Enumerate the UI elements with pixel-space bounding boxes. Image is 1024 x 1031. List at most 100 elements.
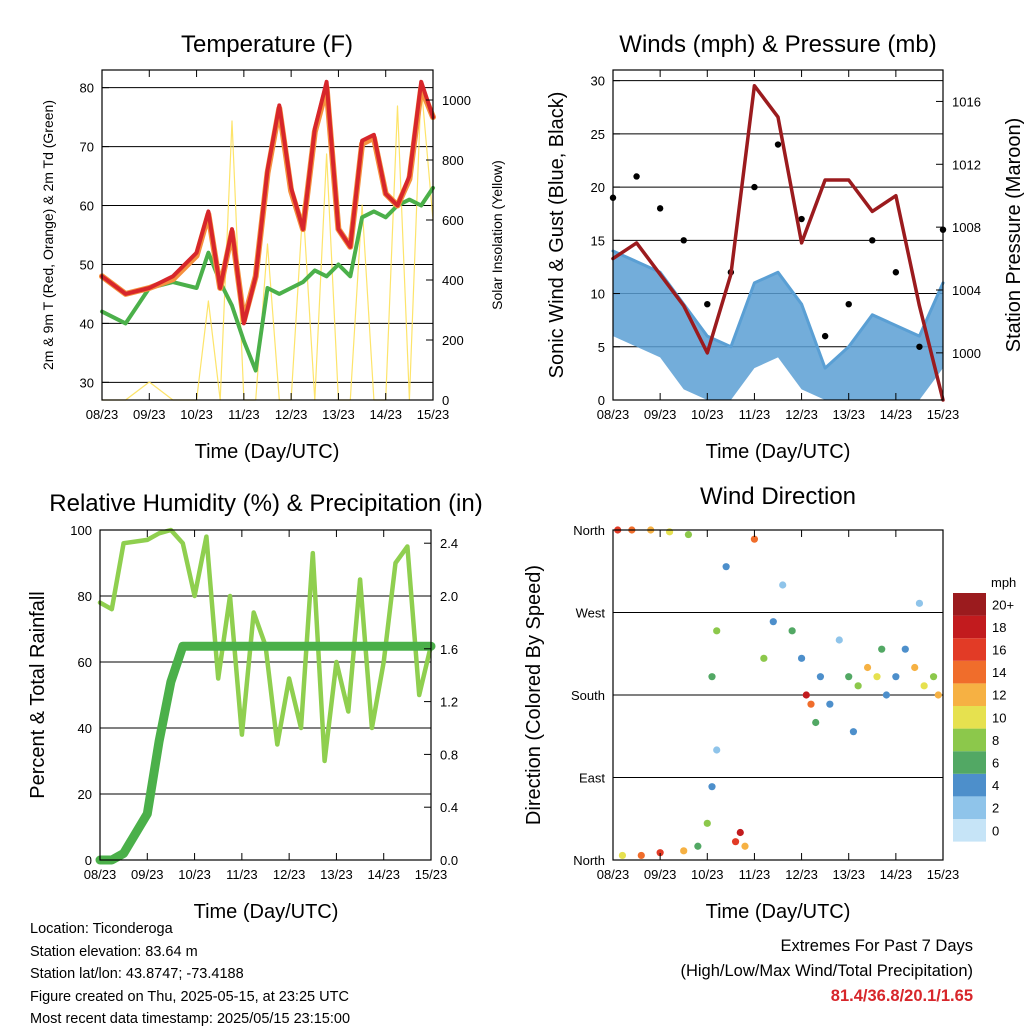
pressure-y2-tick-label: 1016: [952, 94, 981, 109]
solar-y2-tick-label: 600: [442, 213, 464, 228]
temp-2m-line: [100, 79, 435, 326]
precip-y2-tick-label: 2.4: [440, 536, 458, 551]
legend-label: 8: [992, 733, 999, 748]
winds-y-tick-label: 15: [591, 233, 605, 248]
humidity-x-tick-label: 15/23: [415, 867, 448, 882]
direction-title: Wind Direction: [700, 483, 856, 510]
humidity-x-tick-label: 11/23: [226, 867, 258, 882]
humidity-line: [97, 527, 434, 764]
gust-point: [869, 237, 876, 244]
direction-point: [736, 828, 744, 837]
direction-point: [920, 682, 928, 690]
temperature-y-label: 2m & 9m T (Red, Orange) & 2m Td (Green): [40, 100, 56, 370]
direction-x-label: Time (Day/UTC): [706, 901, 851, 923]
winds-title: Winds (mph) & Pressure (mb): [619, 31, 936, 58]
winds-x-tick-label: 12/23: [785, 407, 818, 422]
precip-y2-tick-label: 0.0: [440, 853, 458, 868]
direction-point: [901, 645, 909, 653]
humidity-y-tick-label: 60: [78, 655, 92, 670]
direction-point: [911, 663, 919, 672]
precip-y2-tick-label: 2.0: [440, 589, 458, 604]
precip-y2-tick-label: 1.6: [440, 642, 458, 657]
direction-point: [934, 691, 942, 699]
direction-point: [760, 654, 768, 662]
legend-swatch: [953, 593, 986, 616]
direction-point: [722, 563, 730, 571]
humidity-x-tick-label: 14/23: [367, 867, 400, 882]
gust-point: [892, 269, 900, 276]
pressure-y2-tick-label: 1012: [952, 157, 981, 172]
temperature-x-tick-label: 08/23: [86, 407, 119, 422]
precip-line: [95, 641, 436, 865]
solar-line: [101, 84, 434, 401]
pressure-y2-tick-label: 1004: [952, 283, 981, 298]
temperature-y-tick-label: 40: [80, 316, 94, 331]
humidity-axes: 0 20 40 60 80 100 0.0 0.4 0.8 1.2 1.6 2.0 2.4 08/23 09…: [70, 523, 458, 882]
direction-y-tick-label: South: [571, 688, 605, 703]
direction-point: [812, 718, 820, 727]
humidity-x-label: Time (Day/UTC): [194, 901, 339, 923]
winds-plot-frame: [612, 69, 944, 401]
humidity-panel: Relative Humidity (%) & Precipitation (i…: [27, 490, 483, 923]
humidity-y-tick-label: 0: [85, 853, 92, 868]
gust-point: [916, 343, 923, 350]
speed-legend: mph 0 2 4 6 8 10 12 14 16 18 20+: [953, 575, 1016, 842]
station-info: Location: Ticonderoga Station elevation:…: [30, 918, 350, 1031]
direction-y-tick-label: West: [576, 606, 606, 621]
extremes-heading: Extremes For Past 7 Days: [780, 937, 973, 955]
solar-y2-tick-label: 0: [442, 393, 449, 408]
gust-point: [656, 205, 664, 212]
direction-point: [680, 847, 688, 855]
direction-x-tick-label: 09/23: [644, 867, 677, 882]
direction-point: [854, 682, 862, 690]
direction-x-tick-label: 11/23: [739, 867, 771, 882]
gust-point: [774, 141, 782, 148]
direction-point: [703, 819, 711, 827]
extremes-box: Extremes For Past 7 Days (High/Low/Max W…: [680, 934, 973, 1009]
legend-swatch: [953, 638, 986, 661]
temperature-y-tick-label: 60: [80, 199, 94, 214]
winds-x-tick-label: 11/23: [739, 407, 771, 422]
legend-swatch: [953, 706, 986, 729]
direction-point: [769, 618, 777, 626]
direction-point: [684, 530, 693, 539]
winds-x-tick-label: 10/23: [691, 407, 724, 422]
station-location: Location: Ticonderoga: [30, 921, 173, 937]
winds-x-tick-label: 09/23: [644, 407, 677, 422]
winds-y-tick-label: 20: [591, 180, 605, 195]
winds-series: [609, 83, 947, 402]
winds-y-tick-label: 10: [591, 287, 605, 302]
direction-point: [713, 627, 721, 635]
pressure-y2-tick-label: 1008: [952, 220, 981, 235]
extremes-values: 81.4/36.8/20.1/1.65: [830, 987, 973, 1005]
direction-y-tick-label: East: [579, 771, 605, 786]
temperature-title: Temperature (F): [181, 31, 353, 58]
direction-point: [807, 700, 815, 708]
winds-y-label: Sonic Wind & Gust (Blue, Black): [546, 92, 568, 379]
direction-point: [802, 691, 810, 699]
direction-point: [915, 599, 924, 607]
direction-point: [731, 838, 740, 846]
direction-x-tick-label: 12/23: [785, 867, 818, 882]
station-latlon: Station lat/lon: 43.8747; -73.4188: [30, 966, 244, 982]
direction-point: [835, 636, 843, 644]
humidity-y-tick-label: 100: [70, 523, 92, 538]
temperature-y-tick-label: 70: [80, 140, 94, 155]
direction-y-tick-label: North: [573, 853, 605, 868]
direction-x-tick-label: 14/23: [880, 867, 913, 882]
direction-point: [694, 842, 702, 850]
direction-point: [713, 746, 721, 754]
gust-point: [633, 173, 640, 180]
legend-label: 2: [992, 801, 999, 816]
winds-y-tick-label: 0: [598, 393, 605, 408]
winds-x-label: Time (Day/UTC): [706, 441, 851, 463]
extremes-subheading: (High/Low/Max Wind/Total Precipitation): [680, 962, 973, 980]
gust-point: [680, 237, 687, 244]
gust-point: [845, 300, 852, 308]
precip-y2-tick-label: 0.8: [440, 747, 458, 762]
direction-point: [929, 673, 938, 681]
legend-swatch: [953, 728, 986, 752]
direction-point: [618, 851, 627, 860]
